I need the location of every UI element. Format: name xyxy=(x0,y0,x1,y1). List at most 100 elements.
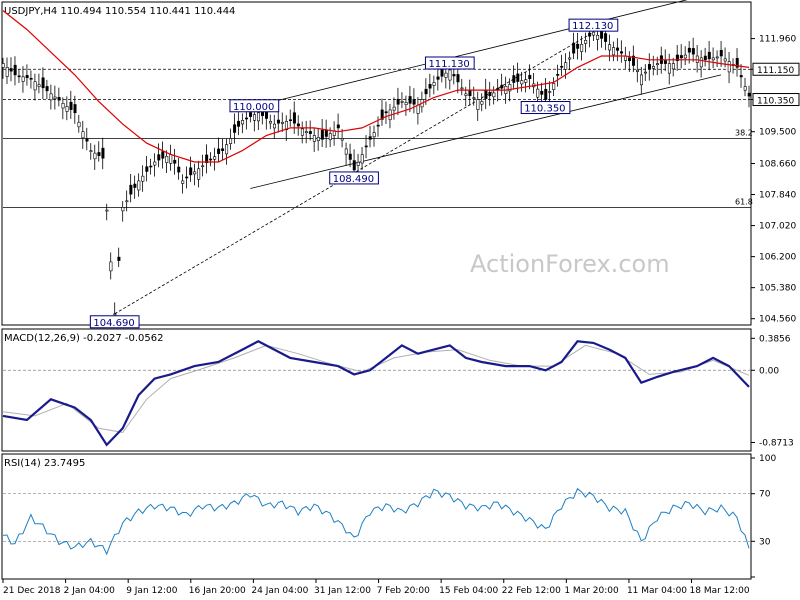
candle-body xyxy=(245,117,249,120)
candle-body xyxy=(209,158,213,161)
candle-body xyxy=(480,101,484,105)
annotation-110.350: 110.350 xyxy=(524,104,565,115)
price-tick-label: 107.020 xyxy=(759,222,796,232)
x-tick-label: 2 Jan 04:00 xyxy=(64,586,116,596)
candle-body xyxy=(292,112,296,124)
candle-body xyxy=(368,136,372,140)
candle-body xyxy=(280,121,284,124)
candle-body xyxy=(372,132,376,138)
candle-body xyxy=(181,180,185,184)
candle-body xyxy=(49,93,53,101)
candle-body xyxy=(145,166,149,172)
annotation-111.130: 111.130 xyxy=(428,59,469,70)
axis-layer: 111.960 111.150 110.350 109.500 108.660 107.8… xyxy=(2,35,800,596)
annotation-box xyxy=(568,18,619,32)
candle-body xyxy=(528,74,532,80)
candle-body xyxy=(432,82,436,86)
candle-body xyxy=(400,101,404,103)
candle-body xyxy=(137,180,141,191)
candle-body xyxy=(408,96,412,104)
annotation-104.690: 104.690 xyxy=(93,318,134,329)
price-tick-label: 107.840 xyxy=(759,191,796,201)
candle-body xyxy=(428,84,432,89)
candle-body xyxy=(9,68,13,72)
candle-body xyxy=(356,161,360,166)
channel-lower-line xyxy=(250,74,722,189)
candle-body xyxy=(129,184,133,195)
candle-body xyxy=(201,165,205,168)
rsi-line xyxy=(2,487,750,556)
x-tick-label: 24 Jan 04:00 xyxy=(251,586,308,596)
candle-body xyxy=(516,73,520,82)
candle-body xyxy=(21,76,25,82)
x-tick-label: 7 Feb 20:00 xyxy=(377,586,431,596)
candle-body xyxy=(671,63,675,70)
candle-body xyxy=(715,56,719,59)
candle-body xyxy=(173,159,177,164)
candle-body xyxy=(440,69,444,77)
candle-body xyxy=(324,129,328,137)
candle-body xyxy=(743,86,747,91)
price-layer: 38.2 61.8 112.130 111.130 110.000 110.350 108.… xyxy=(1,0,753,329)
rsi-header: RSI(14) 23.7495 xyxy=(4,458,85,469)
candle-body xyxy=(540,90,544,95)
current-price-label: 110.350 xyxy=(757,97,794,107)
candle-body xyxy=(205,154,209,164)
candle-body xyxy=(747,92,751,97)
candle-body xyxy=(344,148,348,155)
candle-body xyxy=(133,183,137,188)
candle-body xyxy=(81,131,85,139)
macd-tick-label: -0.8713 xyxy=(759,438,794,448)
candle-body xyxy=(412,99,416,105)
candle-body xyxy=(452,74,456,77)
candle-body xyxy=(348,153,352,160)
candle-body xyxy=(468,89,472,97)
rsi-tick-label: 100 xyxy=(759,454,776,464)
candle-body xyxy=(492,92,496,98)
candle-body xyxy=(308,131,312,134)
annotation-108.490: 108.490 xyxy=(333,174,374,185)
annotation-box xyxy=(229,99,280,113)
candle-body xyxy=(304,131,308,134)
candle-body xyxy=(536,88,540,98)
candle-body xyxy=(229,138,233,144)
candle-body xyxy=(568,57,572,60)
candle-body xyxy=(564,62,568,70)
candle-body xyxy=(456,74,460,83)
candle-body xyxy=(53,96,57,100)
candle-body xyxy=(69,101,73,110)
candle-body xyxy=(647,64,651,70)
price-tick-label: 111.960 xyxy=(759,35,796,45)
candle-body xyxy=(635,69,639,72)
candle-body xyxy=(257,112,261,122)
annotation-box xyxy=(520,101,571,115)
candle-body xyxy=(460,87,464,90)
candle-body xyxy=(45,86,49,92)
candle-body xyxy=(699,57,703,68)
candle-body xyxy=(185,176,189,179)
candle-body xyxy=(177,166,181,173)
annotation-110.000: 110.000 xyxy=(233,102,274,113)
macd-series-0 xyxy=(2,340,750,447)
annotation-box xyxy=(89,315,140,329)
candle-body xyxy=(169,154,173,164)
candle-body xyxy=(548,91,552,93)
candle-body xyxy=(153,161,157,166)
candle-body xyxy=(735,58,739,68)
candle-body xyxy=(300,128,304,136)
candle-body xyxy=(488,92,492,97)
price-tick-label: 104.560 xyxy=(759,315,796,325)
candle-body xyxy=(97,152,101,156)
candle-body xyxy=(101,147,105,159)
candle-body xyxy=(384,111,388,114)
candle-body xyxy=(117,256,121,261)
candle-body xyxy=(1,63,5,68)
price-header: USDJPY,H4 110.494 110.554 110.441 110.44… xyxy=(4,6,235,17)
candle-body xyxy=(249,112,253,117)
candle-body xyxy=(588,32,592,37)
candle-body xyxy=(17,75,21,78)
candle-body xyxy=(596,34,600,40)
candle-body xyxy=(5,67,9,77)
candle-body xyxy=(380,109,384,120)
